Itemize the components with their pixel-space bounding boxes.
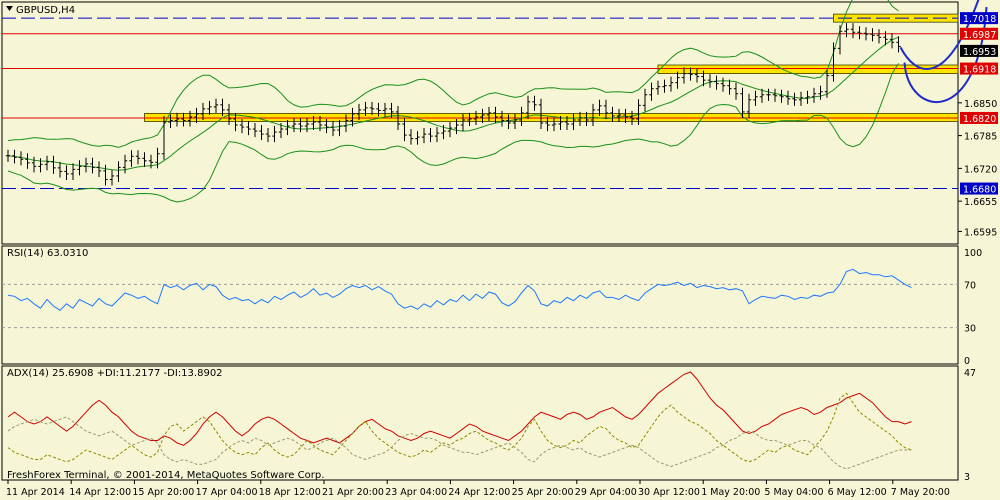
price-level-box <box>960 27 998 40</box>
rsi-panel-title: RSI(14) 63.0310 <box>7 248 88 259</box>
bollinger-lower-band <box>7 63 899 203</box>
price-axis-tick-label: 1.6720 <box>964 164 997 175</box>
rsi-axis-tick-label: 30 <box>964 324 976 335</box>
price-panel: 1.6595 1.6655 1.6720 1.6785 1.6850 1.7018 1.69… <box>1 0 998 245</box>
price-level-box <box>960 182 998 195</box>
adx-axis-tick-label: 3 <box>964 472 970 483</box>
price-level-label: 1.7018 <box>963 14 996 25</box>
bollinger-middle-band <box>7 36 899 171</box>
price-axis-tick-label: 1.6655 <box>964 197 997 208</box>
time-axis-tick-label: 5 May 04:00 <box>764 487 823 498</box>
price-level-label: 1.6918 <box>963 65 996 76</box>
adx-axis-tick-label: 47 <box>964 368 976 379</box>
rsi-axis-tick-label: 70 <box>964 280 976 291</box>
rsi-panel-frame <box>1 245 959 365</box>
support-resistance-zone <box>657 64 959 74</box>
time-axis-tick-label: 24 Apr 12:00 <box>448 487 510 498</box>
price-level-label: 1.6987 <box>963 30 996 41</box>
rsi-panel: 0 30 70 100 <box>1 245 982 367</box>
price-level-label: 1.6953 <box>963 47 996 58</box>
price-axis-tick-label: 1.6785 <box>964 132 997 143</box>
time-axis-tick-label: 21 Apr 20:00 <box>322 487 384 498</box>
bollinger-upper-band <box>7 0 899 148</box>
price-level-box <box>960 12 998 25</box>
panel-menu-triangle-icon[interactable] <box>6 6 13 11</box>
price-panel-title: GBPUSD,H4 <box>16 5 75 16</box>
price-axis-tick-label: 1.6595 <box>964 227 997 238</box>
projection-curve <box>899 0 980 70</box>
adx-panel-title: ADX(14) 25.6908 +DI:11.2177 -DI:13.8902 <box>7 368 223 379</box>
time-axis-tick-label: 17 Apr 04:00 <box>196 487 258 498</box>
rsi-axis-tick-label: 0 <box>964 356 970 367</box>
time-axis-tick-label: 15 Apr 20:00 <box>132 487 194 498</box>
price-level-label: 1.6820 <box>963 114 996 125</box>
time-axis-tick-label: 18 Apr 12:00 <box>259 487 321 498</box>
time-axis-tick-label: 6 May 12:00 <box>828 487 887 498</box>
time-axis-tick-label: 14 Apr 12:00 <box>69 487 131 498</box>
rsi-axis-tick-label: 100 <box>964 248 982 259</box>
time-axis-tick-label: 7 May 20:00 <box>891 487 950 498</box>
adx-series-adx <box>7 371 912 446</box>
time-axis-tick-label: 30 Apr 12:00 <box>638 487 700 498</box>
price-axis-tick-label: 1.6850 <box>964 99 997 110</box>
time-axis-tick-label: 11 Apr 2014 <box>6 487 65 498</box>
price-panel-frame <box>1 1 959 245</box>
time-axis-tick-label: 25 Apr 20:00 <box>512 487 574 498</box>
price-level-box <box>960 62 998 75</box>
support-resistance-zone <box>144 113 959 122</box>
time-axis: 11 Apr 2014 14 Apr 12:00 15 Apr 20:00 17 Ap… <box>6 480 950 498</box>
adx-series-minus-di <box>7 416 912 470</box>
time-axis-tick-label: 29 Apr 04:00 <box>575 487 637 498</box>
copyright-text: FreshForex Terminal, © 2001-2014, MetaQu… <box>7 470 324 481</box>
time-axis-tick-label: 23 Apr 04:00 <box>385 487 447 498</box>
adx-series-plusminus-di <box>7 392 912 463</box>
adx-panel-frame <box>1 365 959 481</box>
price-level-box <box>960 44 998 57</box>
adx-panel: 3 47 <box>1 365 976 483</box>
rsi-line <box>7 268 912 311</box>
price-level-box <box>960 111 998 124</box>
time-axis-tick-label: 1 May 20:00 <box>701 487 760 498</box>
price-level-label: 1.6680 <box>963 185 996 196</box>
